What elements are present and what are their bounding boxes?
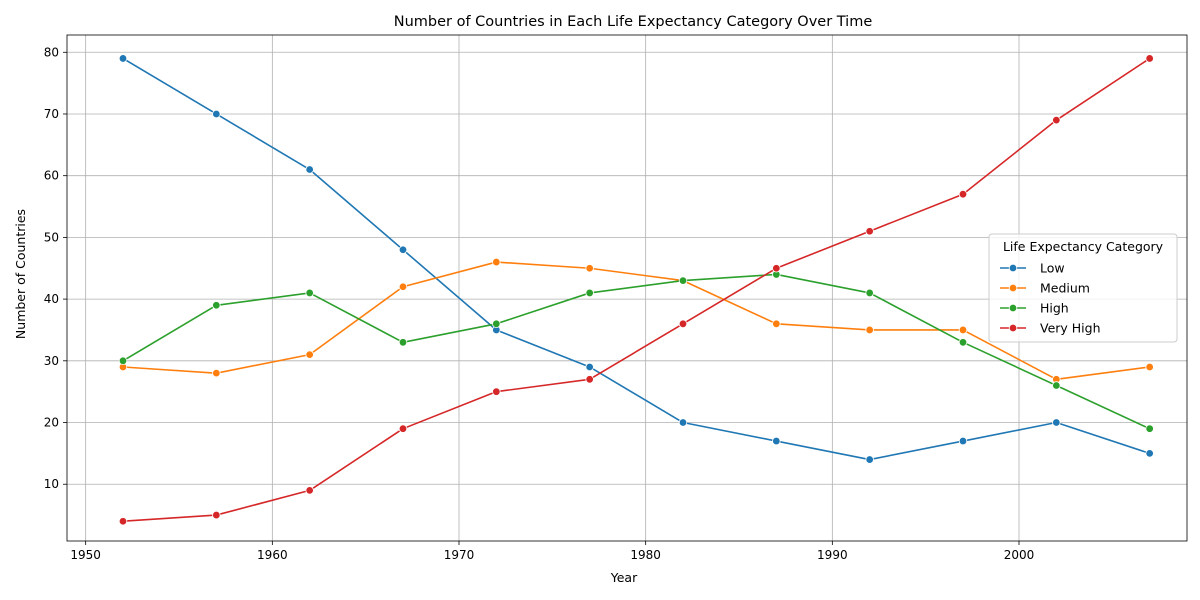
series-very-high: [118, 54, 1154, 526]
axis-ticks: 1950 1960 1970 1980 1990 2000 10 20 30 40 50 60 70 80: [44, 45, 1035, 562]
chart-title: Number of Countries in Each Life Expecta…: [394, 14, 873, 30]
data-point-low: [118, 54, 128, 63]
data-point-low: [958, 436, 968, 446]
data-point-low: [212, 109, 221, 119]
y-tick-label: 40: [44, 292, 59, 306]
legend-box: [988, 233, 1178, 343]
data-point-medium: [1145, 362, 1154, 372]
legend-item-high: High: [1000, 301, 1069, 316]
x-tick-label: 2000: [1004, 548, 1035, 562]
data-point-low: [865, 455, 874, 464]
series-line-medium: [122, 261, 1150, 381]
y-tick-label: 70: [44, 107, 59, 121]
data-point-high: [212, 301, 221, 310]
x-tick-label: 1960: [257, 548, 288, 562]
data-point-very-high: [118, 517, 128, 526]
data-point-low: [1052, 418, 1061, 427]
legend-item-very-high: Very High: [1000, 321, 1101, 336]
data-point-high: [958, 338, 968, 347]
data-point-very-high: [772, 264, 781, 273]
data-point-medium: [958, 325, 968, 335]
series-line-high: [122, 273, 1151, 430]
legend-item-medium: Medium: [1000, 281, 1090, 296]
data-point-very-high: [492, 387, 501, 396]
data-point-high: [1052, 381, 1061, 390]
y-tick-label: 80: [44, 45, 59, 59]
y-axis-label: Number of Countries: [13, 209, 28, 339]
data-point-medium: [398, 282, 408, 291]
data-point-high: [585, 288, 594, 298]
legend-label: Medium: [1040, 281, 1090, 296]
y-tick-label: 10: [44, 477, 59, 491]
data-point-low: [585, 362, 594, 372]
x-tick-label: 1990: [817, 548, 848, 562]
data-point-high: [492, 319, 501, 328]
data-point-very-high: [1145, 54, 1154, 63]
x-tick-label: 1950: [70, 548, 101, 562]
series-layer: [118, 54, 1154, 526]
data-point-medium: [865, 325, 874, 335]
data-point-high: [678, 276, 688, 285]
data-point-very-high: [678, 319, 688, 328]
data-point-medium: [585, 264, 594, 273]
series-line-very-high: [122, 57, 1151, 523]
legend-marker: [1008, 283, 1018, 293]
data-point-very-high: [305, 486, 314, 495]
legend-marker: [1008, 303, 1018, 313]
data-point-low: [305, 165, 314, 174]
data-point-very-high: [585, 375, 594, 384]
data-point-very-high: [212, 510, 221, 520]
data-point-low: [1145, 449, 1154, 458]
data-point-low: [678, 418, 688, 427]
legend-label: Low: [1040, 261, 1065, 276]
data-point-medium: [772, 319, 781, 328]
data-point-high: [305, 288, 314, 298]
legend-marker: [1008, 263, 1018, 273]
x-tick-label: 1980: [630, 548, 661, 562]
legend-marker: [1008, 323, 1018, 333]
y-tick-label: 30: [44, 354, 59, 368]
data-point-medium: [212, 368, 221, 378]
data-point-low: [398, 245, 408, 254]
y-tick-label: 20: [44, 416, 59, 430]
y-tick-label: 50: [44, 230, 59, 244]
data-point-low: [772, 436, 781, 446]
data-point-medium: [305, 350, 314, 359]
data-point-very-high: [1052, 115, 1061, 125]
plot-frame: [66, 34, 1188, 542]
data-point-medium: [492, 257, 501, 267]
legend-title: Life Expectancy Category: [1003, 239, 1164, 254]
legend-item-low: Low: [1000, 261, 1065, 276]
legend: Life Expectancy Category Low Medium High Ve…: [988, 233, 1178, 343]
legend-label: High: [1040, 301, 1069, 316]
series-line-low: [122, 57, 1150, 461]
data-point-high: [118, 356, 128, 366]
data-point-very-high: [958, 190, 968, 199]
data-point-very-high: [865, 227, 874, 236]
data-point-very-high: [398, 424, 408, 433]
legend-label: Very High: [1040, 321, 1101, 336]
y-tick-label: 60: [44, 169, 59, 183]
series-low: [118, 54, 1154, 464]
x-axis-label: Year: [610, 570, 638, 585]
x-tick-label: 1970: [444, 548, 475, 562]
data-point-high: [398, 338, 408, 347]
data-point-high: [865, 288, 874, 298]
series-high: [118, 270, 1154, 433]
data-point-high: [1145, 424, 1154, 433]
